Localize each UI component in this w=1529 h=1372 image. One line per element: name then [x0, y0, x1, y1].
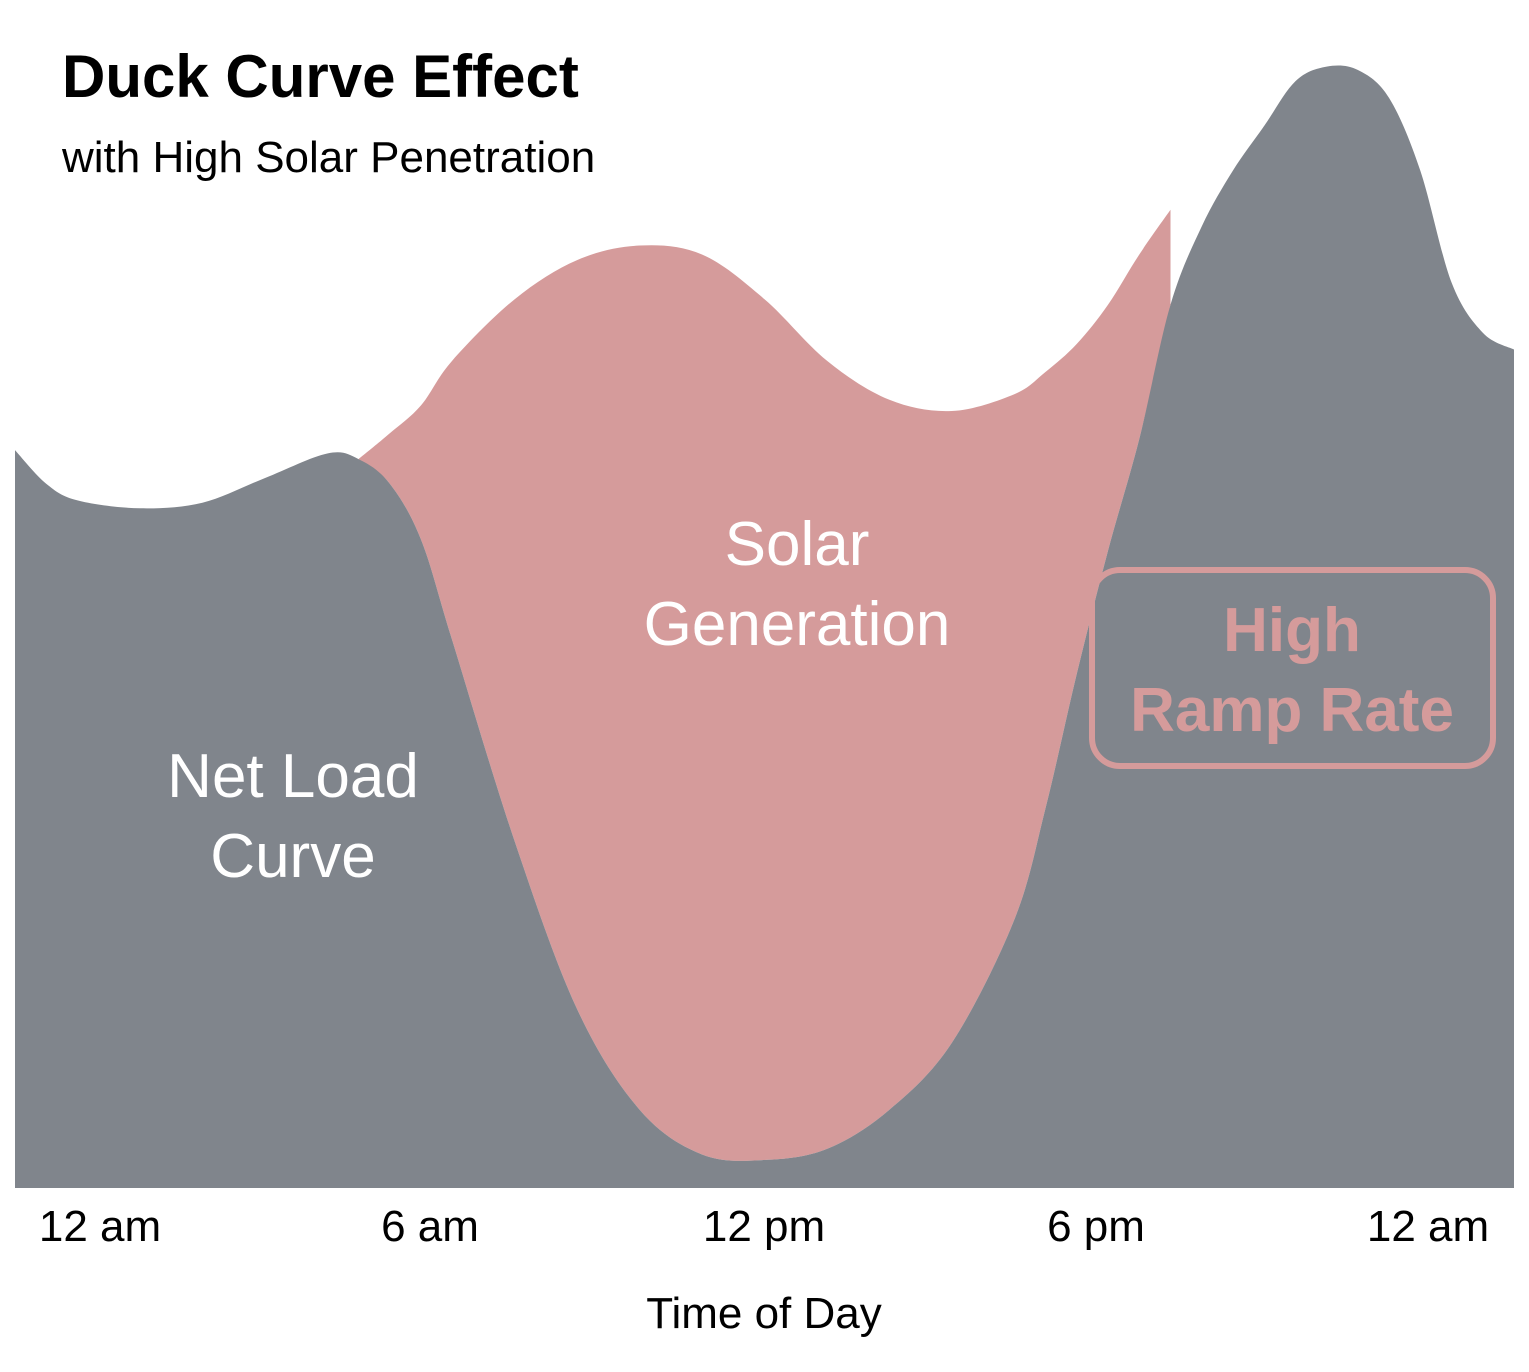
annotation-solar-generation: Solar Generation	[644, 510, 951, 659]
x-axis-label: Time of Day	[646, 1289, 882, 1338]
chart-title: Duck Curve Effect	[62, 43, 579, 110]
annotation-line: Generation	[644, 590, 951, 659]
annotation-net-load-curve: Net Load Curve	[167, 742, 419, 891]
net-load-area	[15, 65, 1514, 1189]
annotation-line: Solar	[725, 510, 870, 579]
x-axis-ticks: 12 am 6 am 12 pm 6 pm 12 am	[39, 1202, 1489, 1251]
annotation-line: Curve	[210, 822, 375, 891]
annotation-high-ramp-rate: High Ramp Rate	[1089, 567, 1496, 769]
x-tick-label: 12 pm	[703, 1202, 825, 1251]
x-tick-label: 12 am	[1367, 1202, 1489, 1251]
x-tick-label: 6 pm	[1047, 1202, 1145, 1251]
solar-generation-area	[358, 209, 1171, 1161]
annotation-line: Ramp Rate	[1130, 676, 1454, 745]
x-tick-label: 12 am	[39, 1202, 161, 1251]
x-tick-label: 6 am	[381, 1202, 479, 1251]
chart-subtitle: with High Solar Penetration	[61, 133, 595, 182]
annotation-line: High	[1223, 596, 1361, 665]
annotation-line: Net Load	[167, 742, 419, 811]
annotations: Net Load Curve Solar Generation High Ramp Rat…	[167, 510, 1496, 891]
ramp-rate-box	[1089, 567, 1496, 769]
plot-area	[15, 65, 1514, 1189]
